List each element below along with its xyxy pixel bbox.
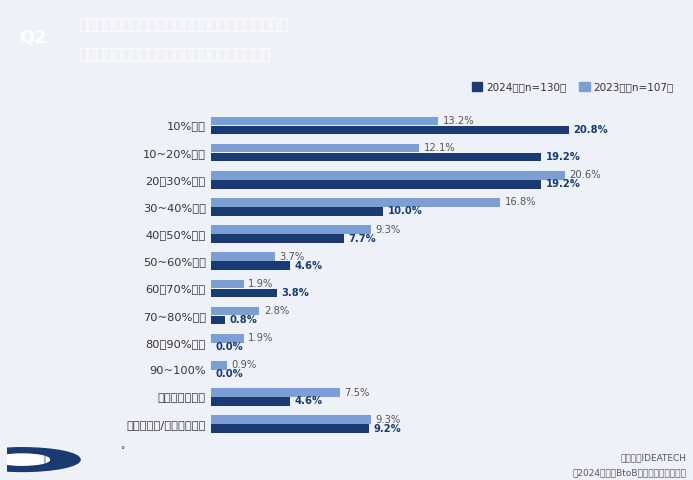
Text: 16.8%: 16.8%: [505, 197, 536, 207]
Text: 0.8%: 0.8%: [229, 315, 257, 325]
Text: 【2024年版】BtoB広告施策の定点調査: 【2024年版】BtoB広告施策の定点調査: [572, 468, 686, 478]
Text: 1.9%: 1.9%: [248, 333, 274, 343]
Bar: [211, 307, 259, 315]
Bar: [211, 424, 369, 433]
Bar: [211, 225, 371, 234]
Circle shape: [0, 448, 80, 471]
Text: あなたのお勤め先ではマーケティング予算における、: あなたのお勤め先ではマーケティング予算における、: [78, 17, 288, 32]
Bar: [211, 334, 244, 343]
Text: リサピー: リサピー: [44, 453, 73, 466]
Bar: [211, 361, 227, 370]
Bar: [211, 117, 438, 125]
Text: 0.0%: 0.0%: [216, 342, 243, 352]
Text: 7.5%: 7.5%: [344, 387, 370, 397]
Text: °: °: [120, 446, 124, 455]
Bar: [211, 207, 383, 216]
Text: 20.8%: 20.8%: [573, 125, 608, 135]
Bar: [211, 144, 419, 153]
Text: 19.2%: 19.2%: [545, 152, 581, 162]
Text: 0.9%: 0.9%: [231, 360, 256, 371]
Text: 広告予算はどのくらいの割合になっていますか。: 広告予算はどのくらいの割合になっていますか。: [78, 47, 270, 62]
Bar: [211, 397, 290, 406]
Circle shape: [0, 454, 50, 465]
Text: Q2: Q2: [19, 28, 47, 47]
Bar: [211, 198, 500, 207]
Bar: [211, 180, 541, 189]
Text: 7.7%: 7.7%: [348, 234, 376, 243]
Bar: [211, 261, 290, 270]
Bar: [211, 171, 565, 180]
Text: 0.0%: 0.0%: [216, 369, 243, 379]
Text: 12.1%: 12.1%: [423, 143, 455, 153]
Text: 10.0%: 10.0%: [387, 206, 423, 216]
Text: 2.8%: 2.8%: [264, 306, 289, 316]
Text: 20.6%: 20.6%: [570, 170, 602, 180]
Bar: [211, 288, 277, 297]
Text: 4.6%: 4.6%: [295, 396, 323, 407]
Text: 19.2%: 19.2%: [545, 179, 581, 189]
Text: 9.3%: 9.3%: [376, 225, 401, 235]
Bar: [211, 126, 569, 134]
Text: 9.3%: 9.3%: [376, 415, 401, 425]
Bar: [211, 388, 340, 397]
Text: 3.8%: 3.8%: [281, 288, 309, 298]
Text: 4.6%: 4.6%: [295, 261, 323, 271]
Text: 9.2%: 9.2%: [374, 424, 401, 433]
Legend: 2024年（n=130）, 2023年（n=107）: 2024年（n=130）, 2023年（n=107）: [472, 82, 674, 92]
Bar: [211, 153, 541, 161]
Bar: [211, 279, 244, 288]
Bar: [211, 252, 275, 261]
Text: 3.7%: 3.7%: [279, 252, 304, 262]
Text: 株式会社IDEATECH: 株式会社IDEATECH: [620, 453, 686, 462]
Text: 1.9%: 1.9%: [248, 279, 274, 289]
Bar: [211, 234, 344, 243]
Bar: [211, 316, 225, 324]
Bar: [211, 415, 371, 424]
Text: 13.2%: 13.2%: [443, 116, 474, 126]
